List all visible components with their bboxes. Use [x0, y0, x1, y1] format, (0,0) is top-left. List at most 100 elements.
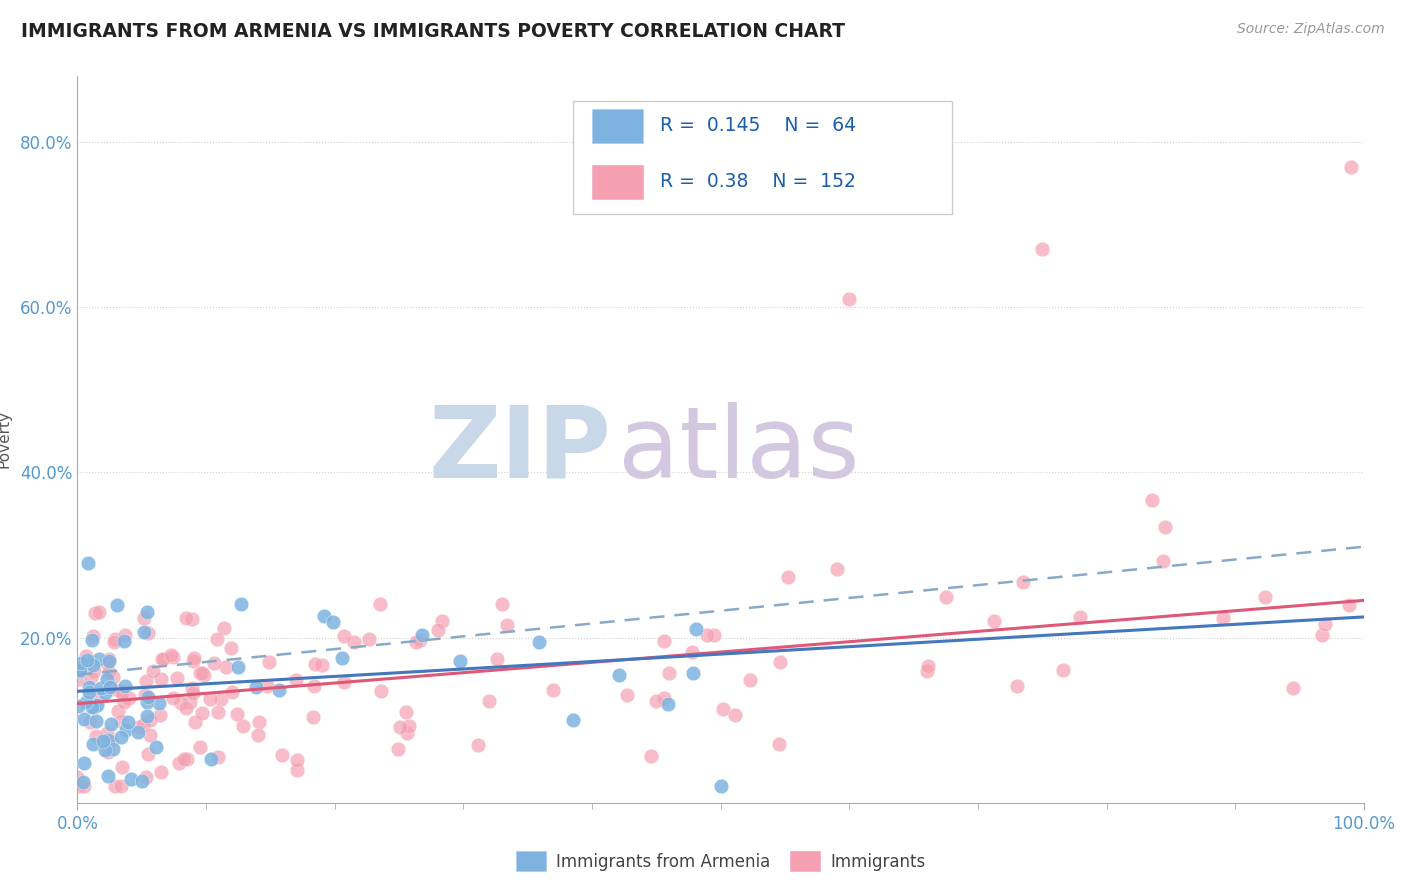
Bar [592, 164, 644, 200]
Point [174, 611, 197, 625]
Point [685, 622, 707, 636]
Point [76, 653, 98, 667]
Point [118, 690, 141, 705]
Point [357, 632, 380, 647]
Point [221, 684, 243, 698]
Point [332, 651, 354, 665]
Point [69, 665, 91, 679]
Point [561, 713, 583, 727]
Point [183, 651, 205, 665]
Point [97, 769, 120, 783]
Point [496, 618, 519, 632]
Point [343, 635, 366, 649]
Point [311, 657, 333, 672]
Point [917, 664, 939, 678]
Point [111, 760, 134, 774]
Point [70, 656, 93, 670]
Point [87, 605, 110, 619]
Point [142, 664, 165, 678]
Point [76, 648, 98, 663]
Y-axis label: Poverty: Poverty [0, 410, 11, 468]
Point [395, 705, 418, 719]
Point [917, 659, 939, 673]
Point [90, 681, 112, 696]
Point [135, 606, 157, 620]
Point [681, 644, 703, 658]
Point [411, 628, 433, 642]
Legend: Immigrants from Armenia, Immigrants: Immigrants from Armenia, Immigrants [509, 845, 932, 878]
Point [430, 614, 453, 628]
Point [776, 570, 799, 584]
Point [285, 673, 308, 688]
Point [152, 652, 174, 666]
Point [398, 719, 420, 733]
Point [209, 692, 232, 706]
Point [131, 718, 153, 732]
Point [180, 681, 202, 695]
Point [162, 690, 184, 705]
Point [132, 624, 155, 639]
Point [66, 770, 89, 784]
Point [170, 696, 193, 710]
Point [97, 746, 120, 760]
Point [131, 774, 153, 789]
Point [97, 654, 120, 668]
Point [173, 751, 195, 765]
Point [82, 738, 104, 752]
Point [645, 694, 668, 708]
Point [139, 728, 162, 742]
Point [72, 756, 94, 771]
Point [149, 707, 172, 722]
Point [66, 698, 89, 713]
Point [491, 597, 513, 611]
Point [67, 779, 90, 793]
Point [246, 728, 269, 742]
Point [150, 652, 173, 666]
Point [72, 775, 94, 789]
Point [135, 770, 157, 784]
Point [181, 686, 204, 700]
Point [212, 621, 235, 635]
Point [105, 599, 128, 613]
Point [738, 673, 761, 687]
Point [207, 705, 229, 719]
Point [191, 706, 214, 720]
Point [100, 734, 122, 748]
FancyBboxPatch shape [572, 102, 952, 214]
Point [176, 752, 198, 766]
Point [111, 686, 134, 700]
Point [114, 628, 136, 642]
Point [103, 635, 125, 649]
Point [1007, 680, 1029, 694]
Point [110, 779, 132, 793]
Point [145, 739, 167, 754]
Point [79, 714, 101, 729]
Point [150, 672, 173, 686]
Point [1339, 599, 1361, 613]
Point [86, 692, 108, 706]
Point [396, 725, 419, 739]
Point [657, 698, 679, 712]
Point [149, 765, 172, 780]
Point [132, 611, 155, 625]
Point [188, 666, 211, 681]
Point [527, 635, 550, 649]
Point [183, 715, 205, 730]
Point [207, 632, 229, 647]
Point [77, 685, 100, 699]
Point [541, 682, 564, 697]
Point [84, 714, 107, 729]
Point [322, 615, 344, 629]
Text: R =  0.145    N =  64: R = 0.145 N = 64 [659, 117, 856, 136]
Point [82, 629, 104, 643]
Point [225, 706, 247, 721]
Point [302, 679, 325, 693]
Point [127, 724, 149, 739]
Point [1313, 617, 1336, 632]
Point [120, 772, 142, 787]
Point [257, 655, 280, 669]
Point [200, 751, 222, 765]
Point [160, 648, 183, 662]
Point [191, 665, 214, 680]
Point [640, 748, 662, 763]
